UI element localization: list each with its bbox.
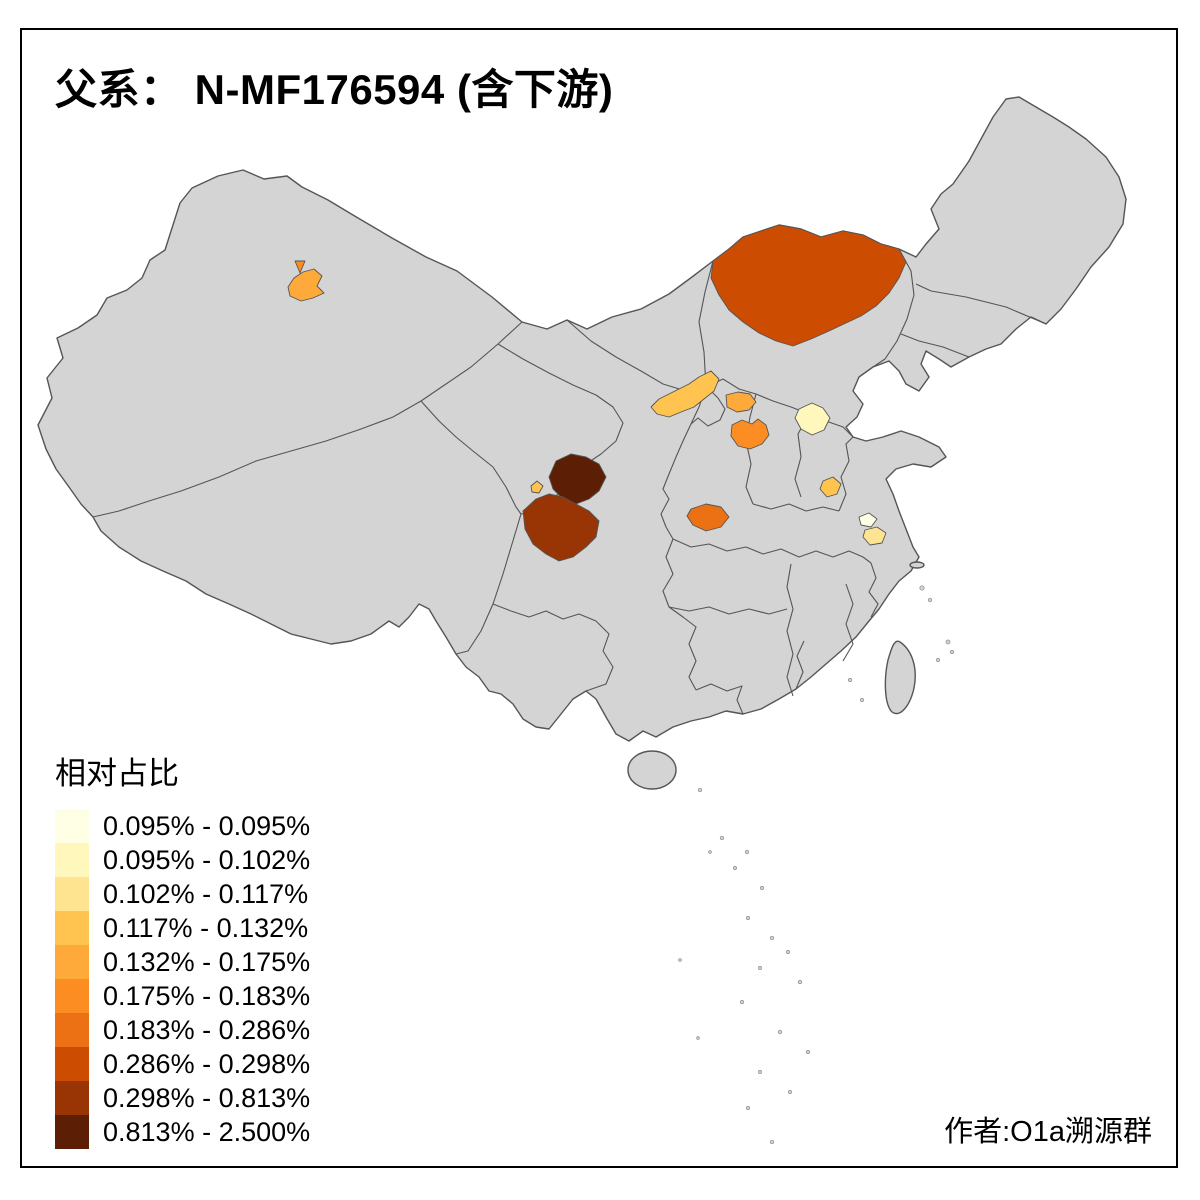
legend-range-label: 0.132% - 0.175% [103, 946, 311, 977]
legend: 相对占比 0.095% - 0.095% 0.095% - 0.102% 0.1… [55, 748, 310, 1149]
legend-color-swatch [55, 911, 89, 945]
region-qinghai-east-dot [530, 480, 544, 494]
region-shaanxi-north-blob [730, 418, 770, 450]
country-outline [37, 96, 1127, 790]
legend-item: 0.102% - 0.117% [55, 877, 310, 911]
region-henan-east-blob [819, 476, 842, 498]
legend-range-label: 0.117% - 0.132% [103, 912, 309, 943]
legend-color-swatch [55, 843, 89, 877]
region-shandong-west-blob [794, 402, 831, 436]
legend-color-swatch [55, 809, 89, 843]
author-credit: 作者:O1a溯源群 [944, 1116, 1152, 1148]
region-gansu-ningxia-band [650, 370, 720, 418]
legend-color-swatch [55, 877, 89, 911]
legend-color-swatch [55, 1047, 89, 1081]
region-inner-mongolia-west [710, 224, 907, 347]
legend-item: 0.286% - 0.298% [55, 1047, 310, 1081]
legend-items: 0.095% - 0.095% 0.095% - 0.102% 0.102% -… [55, 809, 310, 1149]
shaded-regions [287, 224, 907, 562]
legend-range-label: 0.095% - 0.095% [103, 810, 311, 841]
region-shaanxi-south-blob [686, 503, 730, 532]
legend-item: 0.095% - 0.095% [55, 809, 310, 843]
legend-item: 0.095% - 0.102% [55, 843, 310, 877]
legend-color-swatch [55, 1081, 89, 1115]
legend-item: 0.298% - 0.813% [55, 1081, 310, 1115]
legend-item: 0.183% - 0.286% [55, 1013, 310, 1047]
legend-range-label: 0.286% - 0.298% [103, 1048, 311, 1079]
legend-color-swatch [55, 1013, 89, 1047]
small-islands [678, 585, 954, 1145]
page-title: 父系： N-MF176594 (含下游) [55, 66, 614, 113]
legend-color-swatch [55, 945, 89, 979]
hainan-island [627, 750, 677, 790]
region-gansu-south [548, 453, 607, 505]
region-jiangsu-south-blob [862, 526, 887, 546]
legend-title: 相对占比 [55, 756, 179, 791]
region-jiangsu-north-blob [858, 512, 878, 528]
legend-range-label: 0.813% - 2.500% [103, 1116, 311, 1147]
legend-item: 0.132% - 0.175% [55, 945, 310, 979]
region-xinjiang-north-blob [287, 268, 325, 302]
chongming-island [909, 561, 925, 569]
legend-range-label: 0.183% - 0.286% [103, 1014, 311, 1045]
region-xinjiang-north-tip [294, 260, 306, 274]
legend-range-label: 0.095% - 0.102% [103, 844, 311, 875]
mainland-shape [37, 96, 1127, 742]
legend-color-swatch [55, 979, 89, 1013]
legend-color-swatch [55, 1115, 89, 1149]
region-ningxia-east-blob [725, 391, 757, 413]
legend-range-label: 0.298% - 0.813% [103, 1082, 311, 1113]
taiwan-island [884, 640, 916, 715]
legend-item: 0.117% - 0.132% [55, 911, 310, 945]
legend-item: 0.813% - 2.500% [55, 1115, 310, 1149]
legend-range-label: 0.102% - 0.117% [103, 878, 309, 909]
region-sichuan-northwest [522, 493, 600, 562]
legend-item: 0.175% - 0.183% [55, 979, 310, 1013]
legend-range-label: 0.175% - 0.183% [103, 980, 311, 1011]
province-borders [92, 248, 1047, 715]
